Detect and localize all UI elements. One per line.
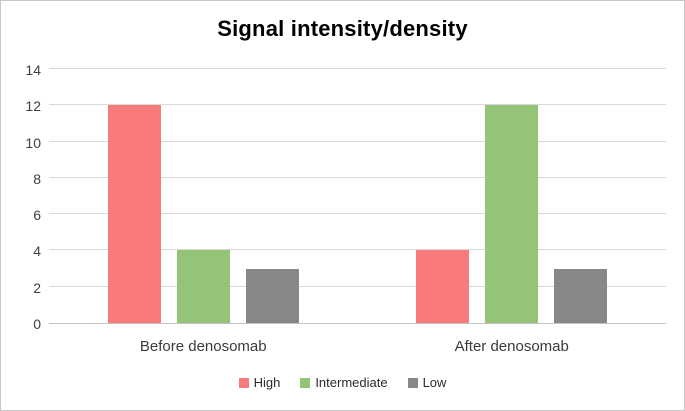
legend-swatch-intermediate <box>300 377 311 388</box>
gridline <box>49 249 666 251</box>
x-category-label-before-denosomab: Before denosomab <box>139 338 267 355</box>
legend-swatch-high <box>238 377 249 388</box>
chart-title: Signal intensity/density <box>217 16 468 41</box>
bar-group-before-denosomab <box>49 70 358 323</box>
y-axis-tick-label: 8 <box>33 170 41 187</box>
legend-item-intermediate: Intermediate <box>300 375 388 390</box>
gridline <box>49 213 666 215</box>
legend-label-intermediate: Intermediate <box>315 375 388 390</box>
y-axis-tick-label: 10 <box>25 134 41 151</box>
y-axis-tick-label: 0 <box>33 316 41 332</box>
gridline <box>49 285 666 287</box>
y-axis-tick-label: 12 <box>25 98 41 115</box>
gridline <box>49 176 666 178</box>
y-axis-tick-label: 2 <box>33 279 41 296</box>
y-axis-tick-label: 14 <box>25 62 41 78</box>
bar-high-after-denosomab <box>416 250 470 323</box>
legend: High Intermediate Low <box>1 375 684 390</box>
bar-low-after-denosomab <box>554 268 608 323</box>
legend-label-low: Low <box>422 375 447 390</box>
plot-area <box>49 68 667 324</box>
bar-intermediate-after-denosomab <box>485 105 539 323</box>
gridline <box>49 68 666 69</box>
bar-intermediate-before-denosomab <box>176 250 230 323</box>
gridline <box>49 104 666 106</box>
legend-item-low: Low <box>407 375 447 390</box>
legend-item-high: High <box>238 375 281 390</box>
y-axis-tick-label: 4 <box>33 243 41 260</box>
bar-high-before-denosomab <box>107 105 161 323</box>
bar-low-before-denosomab <box>245 268 299 323</box>
y-axis-tick-label: 6 <box>33 207 41 224</box>
legend-label-high: High <box>253 375 281 390</box>
legend-swatch-low <box>407 377 418 388</box>
bar-group-after-denosomab <box>358 70 667 323</box>
gridline <box>49 140 666 142</box>
x-category-label-after-denosomab: After denosomab <box>454 338 569 355</box>
